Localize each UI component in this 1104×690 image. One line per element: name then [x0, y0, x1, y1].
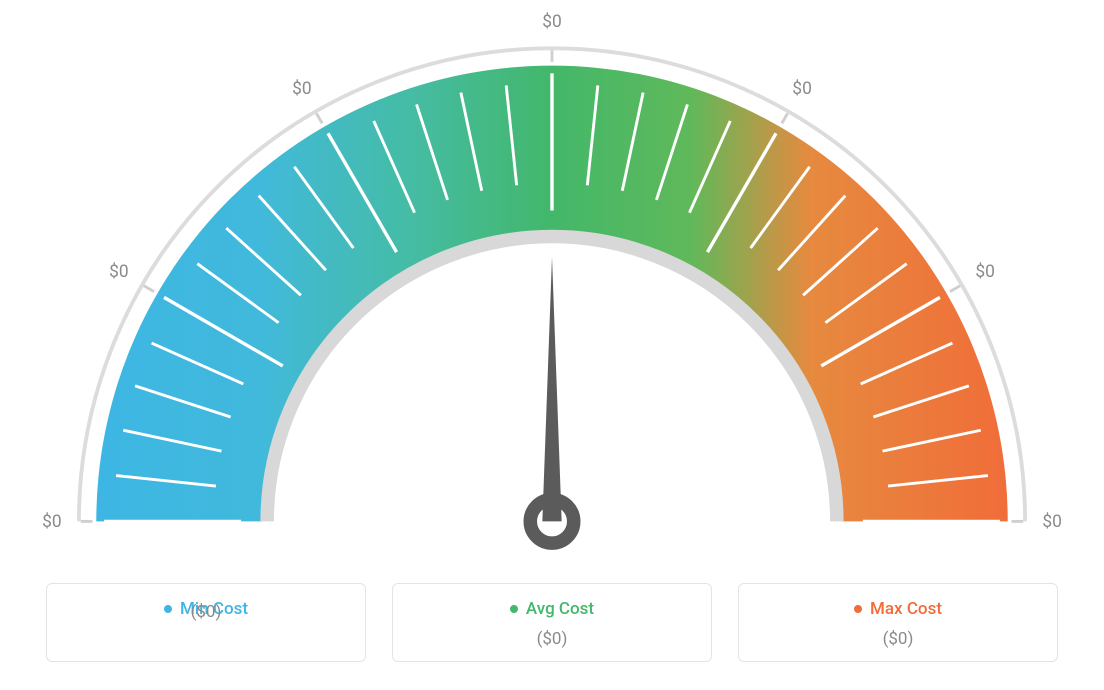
legend-label-avg: Avg Cost — [526, 599, 594, 619]
svg-text:$0: $0 — [42, 512, 62, 532]
legend-title-avg: Avg Cost — [510, 599, 594, 619]
svg-text:$0: $0 — [292, 79, 312, 99]
legend-card-max: Max Cost ($0) — [738, 583, 1058, 662]
legend-title-max: Max Cost — [854, 599, 942, 619]
svg-text:$0: $0 — [542, 12, 562, 32]
dot-icon-max — [854, 605, 862, 613]
legend-card-min: Min Cost ($0) — [46, 583, 366, 662]
svg-text:$0: $0 — [109, 262, 129, 282]
dot-icon-min — [164, 605, 172, 613]
gauge-chart: $0 $0 $0 $0 $0 $0 $0 — [22, 0, 1082, 560]
legend-value-min-real: ($0) — [57, 602, 355, 622]
legend-label-max: Max Cost — [870, 599, 942, 619]
legend-card-avg: Avg Cost ($0) — [392, 583, 712, 662]
cost-gauge-widget: $0 $0 $0 $0 $0 $0 $0 Min Cost ($0) Avg Cost ($… — [0, 0, 1104, 690]
svg-text:$0: $0 — [975, 262, 995, 282]
gauge-svg: $0 $0 $0 $0 $0 $0 $0 — [22, 0, 1082, 560]
legend-value-max: ($0) — [749, 629, 1047, 649]
svg-text:$0: $0 — [792, 79, 812, 99]
dot-icon-avg — [510, 605, 518, 613]
svg-text:$0: $0 — [1042, 512, 1062, 532]
legend-row: Min Cost ($0) Avg Cost ($0) Max Cost ($0… — [0, 583, 1104, 662]
legend-value-avg: ($0) — [403, 629, 701, 649]
